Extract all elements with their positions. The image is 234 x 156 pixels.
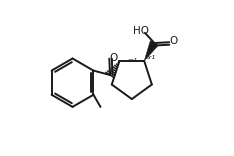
Text: or1: or1	[146, 55, 157, 60]
Polygon shape	[144, 41, 158, 61]
Text: or1: or1	[128, 58, 138, 63]
Text: HO: HO	[133, 26, 149, 36]
Text: O: O	[169, 37, 178, 46]
Text: O: O	[109, 53, 117, 63]
